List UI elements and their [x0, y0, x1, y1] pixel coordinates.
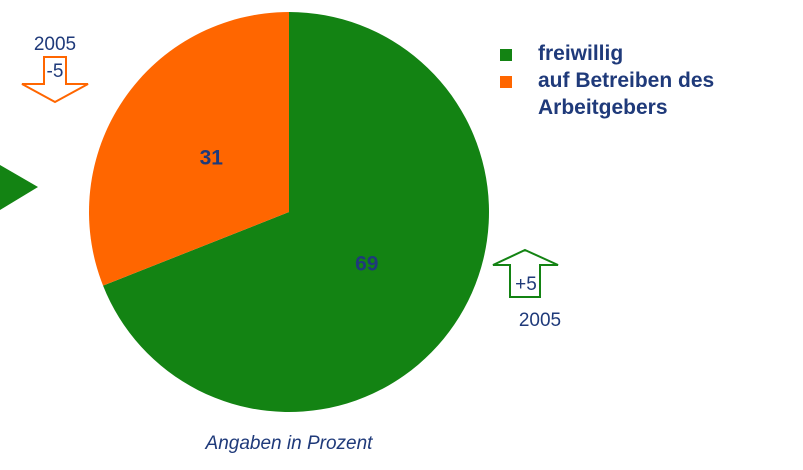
nav-triangle	[0, 165, 38, 210]
data-label: 31	[200, 147, 224, 170]
annotation-change: -5	[47, 61, 64, 82]
legend: freiwillig auf Betreiben des Arbeitgebers	[496, 40, 796, 121]
down-arrow	[21, 56, 89, 104]
legend-label: auf Betreiben des Arbeitgebers	[538, 69, 715, 119]
legend-swatch	[500, 49, 512, 61]
legend-item: freiwillig	[496, 40, 796, 67]
up-arrow	[492, 248, 559, 298]
data-label: 69	[355, 252, 378, 275]
annotation-year: 2005	[519, 310, 561, 331]
pie-slice	[103, 12, 489, 412]
annotation-year: 2005	[34, 34, 76, 55]
annotation-change: +5	[515, 274, 537, 295]
legend-label: freiwillig	[538, 42, 624, 65]
legend-item: auf Betreiben des Arbeitgebers	[496, 67, 758, 121]
legend-swatch	[500, 76, 512, 88]
pie-slice	[88, 12, 289, 286]
note: Angaben in Prozent	[205, 433, 374, 454]
